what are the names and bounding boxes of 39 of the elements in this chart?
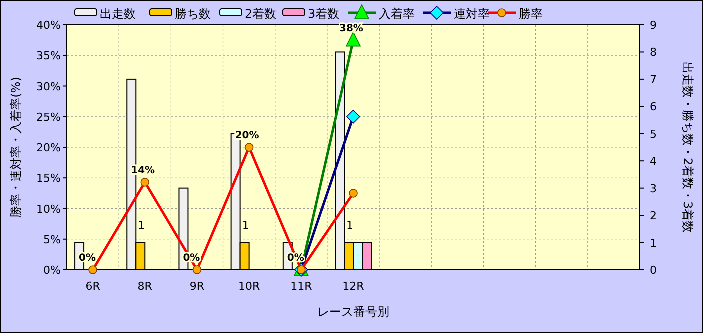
- x-axis-title: レース番号別: [318, 305, 390, 319]
- x-tick-label: 12R: [342, 280, 365, 293]
- legend-label: 出走数: [100, 7, 136, 21]
- y2-tick-label: 4: [650, 155, 657, 168]
- data-label: 1: [346, 218, 354, 232]
- x-tick-label: 11R: [290, 280, 313, 293]
- y2-tick-label: 7: [650, 73, 657, 86]
- x-tick-label: 8R: [138, 280, 153, 293]
- legend-label: 連対率: [454, 7, 490, 21]
- y-axis-title: 勝率・連対率・入着率(%): [9, 77, 23, 218]
- y2-tick-label: 0: [650, 264, 657, 277]
- data-label: 1: [242, 218, 250, 232]
- y2-tick-label: 9: [650, 19, 657, 32]
- legend-label: 勝率: [519, 7, 543, 21]
- y2-tick-label: 1: [650, 236, 657, 250]
- y-tick-label: 10%: [36, 202, 61, 216]
- y-tick-label: 40%: [36, 19, 61, 32]
- x-tick-label: 10R: [238, 280, 260, 293]
- data-label: 1: [138, 218, 146, 232]
- y-tick-label: 30%: [36, 80, 61, 94]
- legend-label: 2着数: [245, 7, 277, 21]
- legend-label: 勝ち数: [175, 7, 211, 21]
- x-tick-label: 6R: [86, 280, 101, 293]
- y2-tick-label: 2: [650, 210, 657, 223]
- y-tick-label: 20%: [36, 142, 61, 154]
- y2-tick-label: 6: [650, 100, 657, 114]
- y2-axis-title: 出走数・勝ち数・2着数・3着数: [681, 62, 695, 234]
- y-tick-label: 35%: [36, 50, 61, 63]
- point: [346, 110, 360, 124]
- y2-tick-label: 5: [650, 128, 657, 141]
- legend-label: 入着率: [379, 7, 415, 21]
- y2-tick-label: 3: [650, 182, 657, 196]
- y-tick-label: 0%: [44, 264, 61, 277]
- y-tick-label: 15%: [36, 172, 61, 186]
- x-tick-label: 9R: [190, 280, 205, 293]
- y2-tick-label: 8: [650, 46, 657, 60]
- legend-label: 3着数: [308, 7, 340, 21]
- y-tick-label: 25%: [36, 110, 61, 124]
- y-tick-label: 5%: [44, 233, 61, 246]
